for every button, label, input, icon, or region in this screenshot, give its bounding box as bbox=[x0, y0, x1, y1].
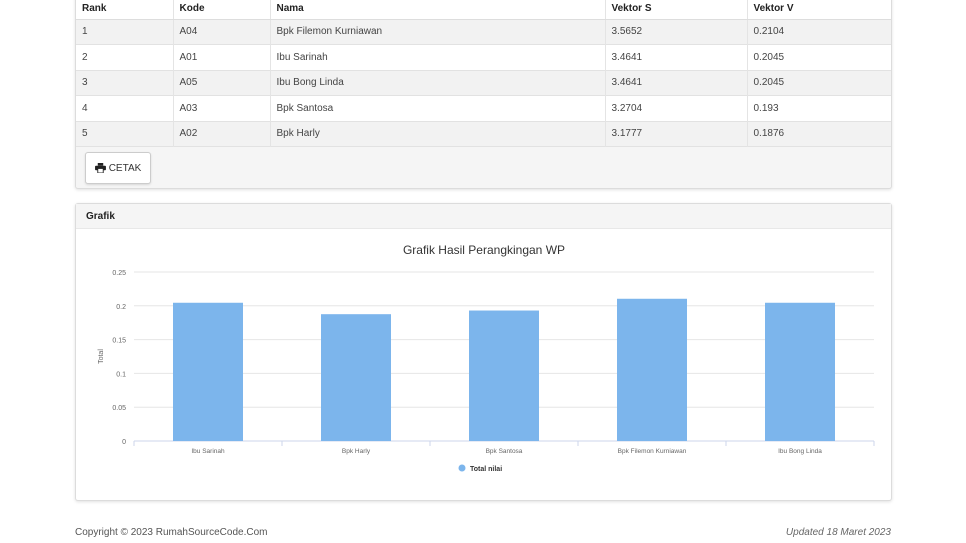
x-tick-label: Bpk Harly bbox=[342, 448, 371, 455]
table-row: 3 A05 Ibu Bong Linda 3.4641 0.2045 bbox=[76, 70, 891, 96]
cell-vektor-v: 0.2104 bbox=[753, 26, 785, 38]
y-tick-label: 0.25 bbox=[112, 270, 126, 277]
cell-vektor-s: 3.5652 bbox=[605, 19, 748, 45]
cell-vektor-s: 3.4641 bbox=[605, 44, 748, 70]
table-row: 1 A04 Bpk Filemon Kurniawan 3.5652 0.210… bbox=[76, 19, 891, 45]
table-row: 2 A01 Ibu Sarinah 3.4641 0.2045 bbox=[76, 44, 891, 70]
chart-card-header: Grafik bbox=[76, 204, 891, 229]
x-tick-label: Bpk Santosa bbox=[486, 448, 523, 455]
cell-nama: Ibu Sarinah bbox=[270, 44, 606, 70]
cell-vektor-v: 0.2045 bbox=[753, 51, 785, 63]
cell-nama: Bpk Santosa bbox=[270, 95, 606, 121]
chart-bar bbox=[617, 298, 687, 441]
cell-kode: A03 bbox=[173, 95, 271, 121]
cell-rank: 3 bbox=[76, 70, 174, 96]
chart-bar bbox=[469, 310, 539, 441]
y-tick-label: 0.1 bbox=[116, 371, 126, 378]
legend-label: Total nilai bbox=[470, 466, 502, 473]
chart-bar bbox=[321, 314, 391, 441]
column-header-nama: Nama bbox=[270, 0, 606, 20]
cell-rank: 2 bbox=[76, 44, 174, 70]
table-footer: CETAK bbox=[76, 147, 891, 187]
legend-marker bbox=[458, 464, 466, 472]
table-row: 5 A02 Bpk Harly 3.1777 0.1876 bbox=[76, 121, 891, 147]
chart-title: Grafik Hasil Perangkingan WP bbox=[403, 243, 565, 257]
cell-kode: A05 bbox=[173, 70, 271, 96]
cell-vektor-v: 0.193 bbox=[753, 102, 779, 114]
table-header-row: Rank Kode Nama Vektor S Vektor V bbox=[76, 0, 891, 20]
ranking-table-card: Rank Kode Nama Vektor S Vektor V 1 A04 B… bbox=[75, 0, 892, 189]
y-axis-label: Total bbox=[98, 349, 105, 364]
ranking-table: Rank Kode Nama Vektor S Vektor V 1 A04 B… bbox=[76, 0, 891, 147]
cell-nama: Ibu Bong Linda bbox=[270, 70, 606, 96]
cell-nama: Bpk Harly bbox=[270, 121, 606, 147]
y-tick-label: 0.05 bbox=[112, 405, 126, 412]
cell-vektor-s: 3.1777 bbox=[605, 121, 748, 147]
column-header-kode: Kode bbox=[173, 0, 271, 20]
cell-rank: 4 bbox=[76, 95, 174, 121]
cell-rank: 1 bbox=[76, 19, 174, 45]
cell-rank: 5 bbox=[76, 121, 174, 147]
chart-bar bbox=[173, 302, 243, 441]
print-button-label: CETAK bbox=[108, 162, 142, 174]
chart-card: Grafik Grafik Hasil Perangkingan WP 0 0.05… bbox=[75, 203, 892, 501]
chart-bar bbox=[765, 302, 835, 441]
column-header-rank: Rank bbox=[76, 0, 174, 20]
column-header-vektor-s: Vektor S bbox=[605, 0, 748, 20]
y-tick-label: 0 bbox=[122, 439, 126, 446]
cell-vektor-v: 0.2045 bbox=[753, 77, 785, 89]
cell-vektor-s: 3.2704 bbox=[605, 95, 748, 121]
bar-chart: Grafik Hasil Perangkingan WP 0 0.05 0.1 0.15… bbox=[98, 243, 875, 473]
print-icon bbox=[94, 163, 106, 173]
x-tick-label: Bpk Filemon Kurniawan bbox=[618, 448, 687, 455]
column-header-vektor-v: Vektor V bbox=[747, 0, 891, 20]
cell-kode: A02 bbox=[173, 121, 271, 147]
cell-kode: A01 bbox=[173, 44, 271, 70]
cell-kode: A04 bbox=[173, 19, 271, 45]
print-button[interactable]: CETAK bbox=[85, 152, 151, 184]
x-tick-label: Ibu Sarinah bbox=[191, 448, 225, 455]
cell-vektor-s: 3.4641 bbox=[605, 70, 748, 96]
footer-copyright: Copyright © 2023 RumahSourceCode.Com bbox=[75, 527, 268, 538]
cell-vektor-v: 0.1876 bbox=[753, 128, 785, 140]
x-tick-label: Ibu Bong Linda bbox=[778, 448, 822, 455]
table-row: 4 A03 Bpk Santosa 3.2704 0.193 bbox=[76, 95, 891, 121]
footer-updated: Updated 18 Maret 2023 bbox=[785, 527, 891, 538]
y-tick-label: 0.2 bbox=[116, 304, 126, 311]
cell-nama: Bpk Filemon Kurniawan bbox=[270, 19, 606, 45]
y-tick-label: 0.15 bbox=[112, 338, 126, 345]
